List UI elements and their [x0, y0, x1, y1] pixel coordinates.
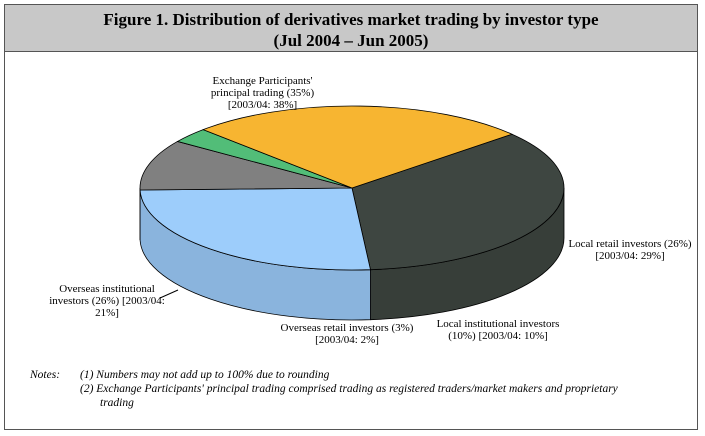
pie-tops — [139, 105, 565, 271]
category-label: Overseas retail investors — [280, 322, 389, 334]
value-label: (26%) — [91, 295, 120, 307]
value-label: (3%) — [391, 322, 414, 334]
value-label: (35%) — [286, 87, 315, 99]
note: (1) Numbers may not add up to 100% due t… — [80, 369, 330, 381]
category-label: Overseas institutional investors — [49, 283, 155, 307]
slice-label: Overseas retail investors (3%) [2003/04:… — [272, 322, 422, 346]
previous-label: [2003/04: 10%] — [478, 330, 548, 342]
slice-label: Local institutional investors (10%) [200… — [436, 318, 560, 342]
slice-label: Exchange Participants' principal trading… — [195, 75, 330, 111]
pie-slice — [139, 187, 371, 271]
category-label: Local retail investors — [568, 238, 662, 250]
chart-title: Figure 1. Distribution of derivatives ma… — [103, 10, 599, 29]
slice-label: Overseas institutional investors (26%) [… — [48, 283, 166, 319]
value-label: (26%) — [664, 238, 692, 250]
notes: Notes: (1) Numbers may not add up to 100… — [30, 368, 630, 410]
note: (2) Exchange Participants' principal tra… — [80, 383, 618, 409]
category-label: Exchange Participants' principal trading — [210, 75, 313, 99]
previous-label: [2003/04: 38%] — [227, 99, 298, 111]
category-label: Local institutional investors — [436, 318, 560, 330]
notes-label: Notes: — [30, 369, 61, 381]
value-label: (10%) — [448, 330, 476, 342]
chart-subtitle: (Jul 2004 – Jun 2005) — [273, 31, 429, 50]
title-box: Figure 1. Distribution of derivatives ma… — [4, 4, 698, 52]
previous-label: [2003/04: 21%] — [95, 295, 165, 319]
previous-label: [2003/04: 29%] — [595, 250, 665, 262]
leader-line — [159, 289, 179, 299]
slice-label: Local retail investors (26%) [2003/04: 2… — [566, 238, 694, 262]
pie-slice — [139, 141, 353, 191]
pie-slice — [351, 133, 565, 271]
pie-slice — [202, 105, 514, 189]
chart-frame — [4, 52, 698, 430]
previous-label: [2003/04: 2%] — [315, 334, 379, 346]
